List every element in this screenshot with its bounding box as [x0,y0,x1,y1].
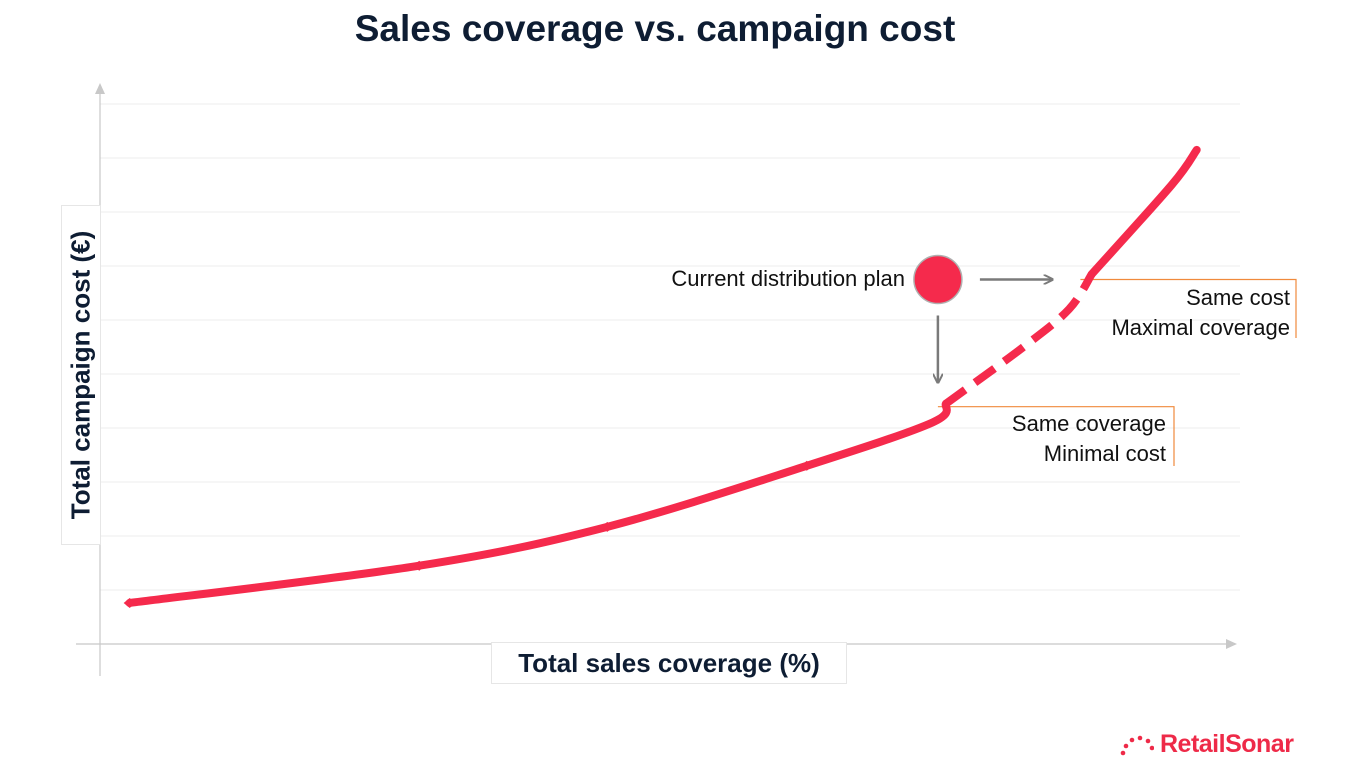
retailsonar-logo: RetailSonar [1120,730,1294,759]
data-point [123,597,136,608]
data-point [601,521,614,532]
x-axis-label: Total sales coverage (%) [491,642,847,684]
callout-lines [937,278,1297,466]
chart-title: Sales coverage vs. campaign cost [354,8,956,49]
same-coverage-line-1: Same coverage [1011,411,1166,436]
same-cost-line-2: Maximal coverage [1111,315,1290,340]
current-plan-point [913,254,963,305]
same-coverage-line-2: Minimal cost [1043,441,1166,466]
data-point [413,560,426,571]
current-plan-label: Current distribution plan [671,266,905,291]
gridlines [100,103,1240,591]
same-cost-annotation: Same cost Maximal coverage [1050,283,1290,343]
series-line-3 [1087,145,1201,279]
data-point [800,460,813,471]
sonar-dots-icon [1120,735,1154,755]
series-layer [123,145,1201,608]
same-cost-callout-line [1080,278,1297,338]
y-axis-label: Total campaign cost (€) [65,230,96,520]
series-line-2 [943,271,1096,407]
y-axis-arrowhead [95,83,105,94]
x-axis-arrowhead [1226,639,1237,649]
same-cost-line-1: Same cost [1186,285,1290,310]
arrows [938,280,1053,383]
y-axis-label-box [61,205,101,545]
logo-text: RetailSonar [1160,730,1294,758]
same-coverage-annotation: Same coverage Minimal cost [950,409,1166,469]
series-line-1 [125,399,951,607]
same-coverage-callout-line [937,406,1175,466]
